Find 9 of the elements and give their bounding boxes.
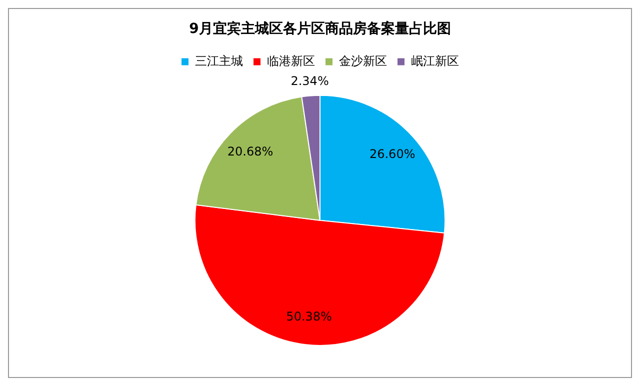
- legend-label: 三江主城: [195, 54, 243, 68]
- data-label: 2.34%: [290, 74, 329, 88]
- data-label: 50.38%: [286, 309, 332, 324]
- legend-label: 岷江新区: [411, 54, 459, 68]
- legend-label: 临港新区: [267, 54, 315, 68]
- data-label: 20.68%: [227, 144, 274, 158]
- legend-label: 金沙新区: [339, 54, 387, 68]
- data-label: 26.60%: [369, 147, 416, 162]
- chart-title: 9月宜宾主城区各片区商品房备案量占比图: [189, 20, 451, 38]
